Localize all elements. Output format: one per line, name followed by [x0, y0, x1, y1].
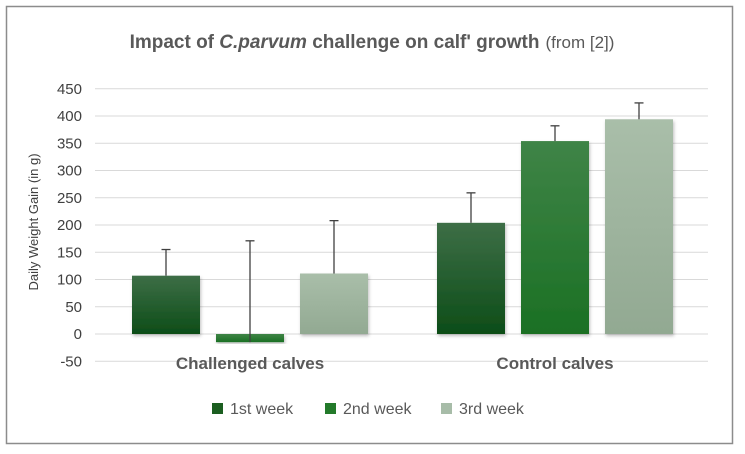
y-tick-label: 100 [57, 272, 82, 289]
chart-title-prefix: Impact of [130, 32, 220, 53]
y-axis-label: Daily Weight Gain (in g) [26, 153, 41, 290]
bar-0-2 [300, 273, 368, 334]
bar-1-2 [605, 119, 673, 335]
legend-swatch [212, 403, 223, 414]
legend: 1st week 2nd week 3rd week [212, 401, 525, 418]
y-tick-label: 250 [57, 190, 82, 207]
legend-label: 1st week [230, 401, 294, 418]
chart-title: Impact of C.parvum challenge on calf' gr… [130, 32, 615, 53]
y-tick-label: 50 [65, 299, 82, 316]
bar-0-0 [132, 275, 200, 334]
y-tick-label: -50 [60, 353, 82, 370]
legend-swatch [441, 403, 452, 414]
x-axis-categories: Challenged calves Control calves [176, 354, 614, 373]
legend-swatch [325, 403, 336, 414]
legend-label: 3rd week [459, 401, 525, 418]
chart-title-italic: C.parvum [219, 32, 307, 53]
legend-label: 2nd week [343, 401, 412, 418]
y-tick-label: 150 [57, 244, 82, 261]
y-tick-label: 300 [57, 163, 82, 180]
category-label: Challenged calves [176, 354, 324, 373]
y-tick-label: 200 [57, 217, 82, 234]
y-axis-ticks: -50 0 50 100 150 200 250 300 350 400 450 [57, 81, 82, 371]
category-label: Control calves [496, 354, 613, 373]
chart-subtitle: (from [2]) [545, 33, 614, 52]
error-bars [161, 102, 644, 343]
bar-1-1 [521, 141, 589, 334]
bar-1-0 [437, 222, 505, 334]
y-tick-label: 350 [57, 135, 82, 152]
chart-title-suffix: challenge on calf' growth [307, 32, 540, 53]
bars [132, 119, 673, 343]
y-tick-label: 450 [57, 81, 82, 98]
y-tick-label: 400 [57, 108, 82, 125]
y-tick-label: 0 [74, 326, 82, 343]
